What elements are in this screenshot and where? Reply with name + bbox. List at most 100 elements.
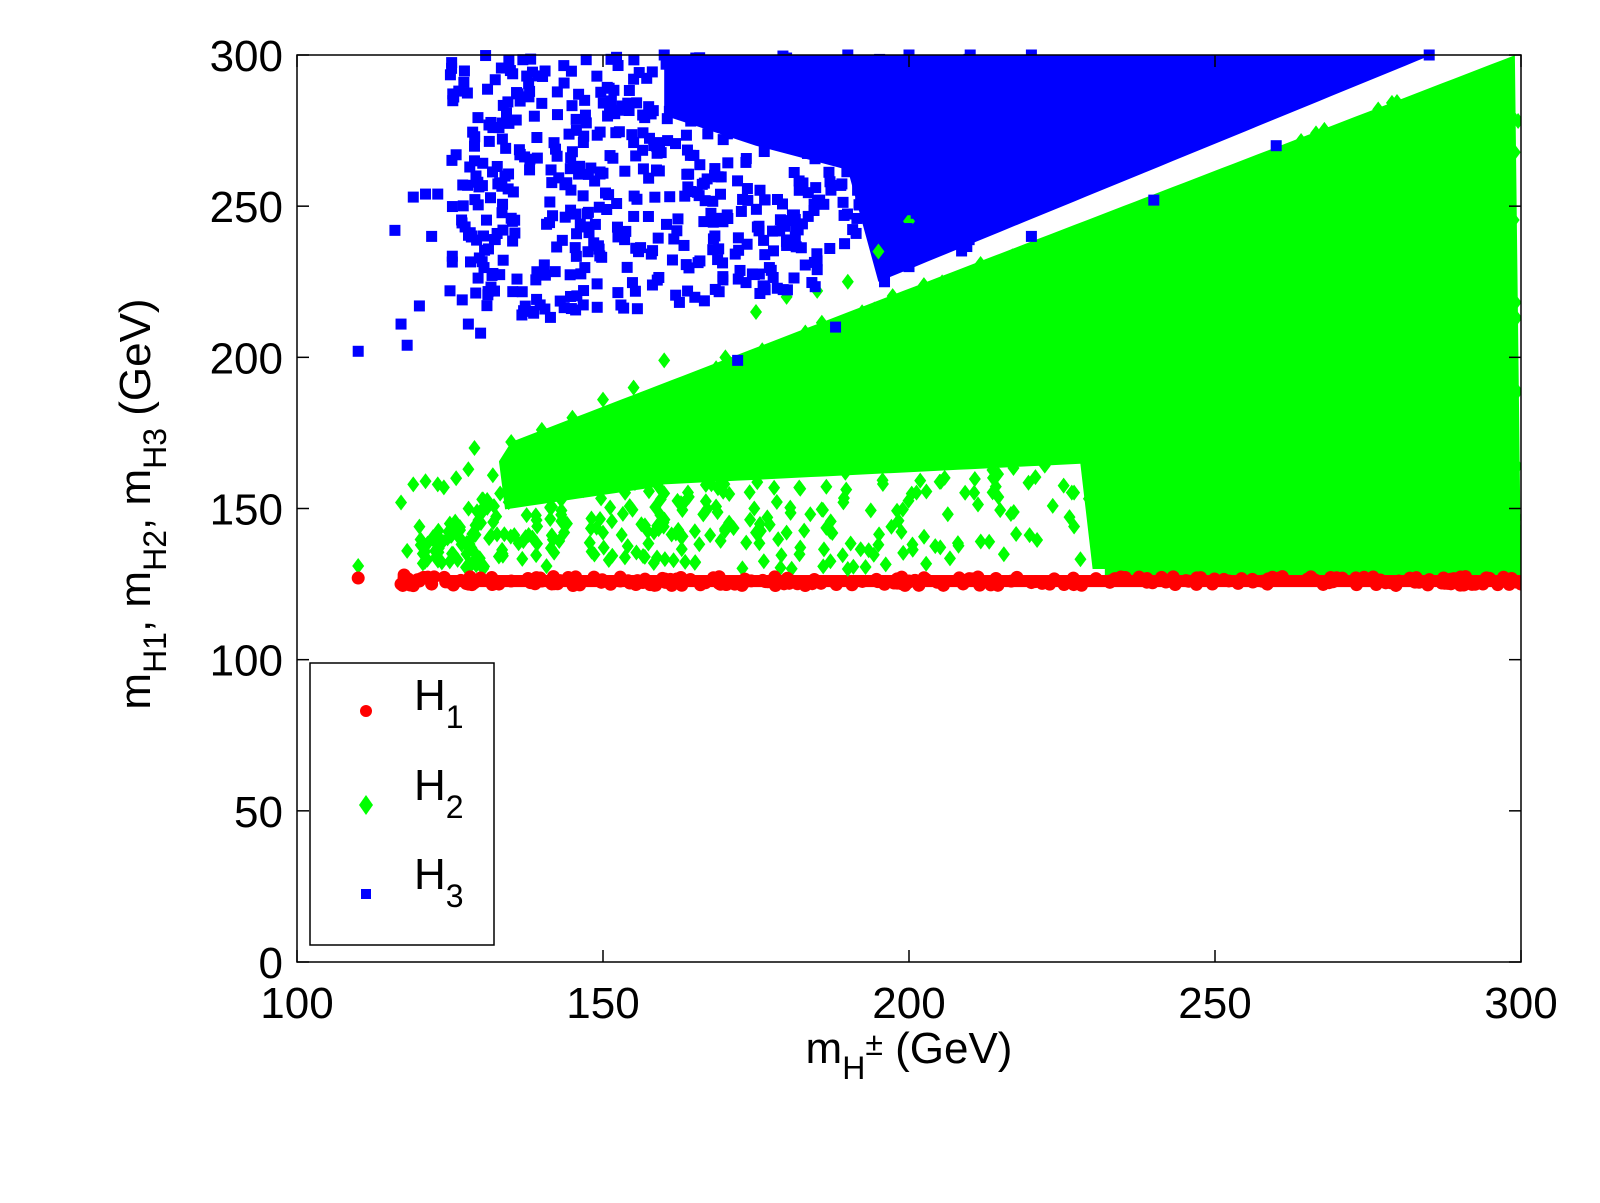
h3-point — [577, 137, 589, 149]
h3-point — [792, 67, 804, 79]
h3-point — [781, 52, 793, 64]
h2-point — [1405, 372, 1418, 389]
h2-point — [1189, 441, 1202, 458]
h2-point — [594, 417, 607, 434]
h2-point — [669, 436, 682, 453]
h2-point — [1108, 503, 1121, 520]
h3-point — [919, 62, 931, 74]
h3-point — [565, 152, 577, 164]
h2-point — [874, 364, 887, 381]
h3-point — [903, 261, 915, 273]
h2-point — [837, 360, 850, 377]
h2-point — [1074, 551, 1087, 568]
h3-point — [623, 105, 635, 117]
h2-point — [1054, 269, 1067, 286]
axis-ticks — [296, 54, 1522, 963]
h2-point — [416, 545, 429, 562]
h3-point — [524, 164, 536, 176]
h3-point — [899, 204, 911, 216]
h3-point — [643, 132, 655, 144]
h2-point — [1110, 550, 1123, 567]
h2-point — [1468, 141, 1481, 158]
h3-point — [758, 146, 770, 158]
h3-point — [575, 268, 587, 280]
h2-point — [544, 499, 557, 516]
h3-point — [956, 190, 968, 202]
h3-point — [565, 204, 577, 216]
h2-point — [1295, 132, 1308, 149]
h2-point — [1201, 496, 1214, 513]
h2-point — [744, 511, 757, 528]
h2-point — [1132, 312, 1145, 329]
h2-point — [1182, 347, 1195, 364]
h3-point — [570, 124, 582, 136]
h3-point — [480, 214, 492, 226]
y-axis-label-suffix: (GeV) — [111, 298, 160, 428]
h2-point — [1174, 285, 1187, 302]
h1-point — [1514, 577, 1521, 591]
h2-point — [1428, 307, 1441, 324]
h3-point — [413, 300, 425, 312]
h3-point — [563, 128, 575, 140]
h3-point — [685, 186, 697, 198]
h3-point — [472, 112, 484, 124]
h2-point — [1082, 387, 1095, 404]
h2-point — [1172, 340, 1185, 357]
h3-point — [497, 198, 509, 210]
h2-point — [1234, 369, 1247, 386]
h3-point — [446, 62, 458, 74]
h2-point — [997, 546, 1010, 563]
h2-point — [567, 479, 580, 496]
h3-point — [815, 119, 827, 131]
h3-point — [464, 256, 476, 268]
h2-point — [1297, 530, 1310, 547]
h3-point — [446, 256, 458, 268]
h2-point — [544, 540, 557, 557]
h2-point — [1504, 106, 1517, 123]
h2-point — [838, 420, 851, 437]
h3-point — [729, 248, 741, 260]
h2-point — [723, 485, 736, 502]
h2-point — [1318, 121, 1331, 138]
h3-point — [735, 205, 747, 217]
h3-point — [758, 234, 770, 246]
h3-point — [851, 212, 863, 224]
h1-point — [1491, 578, 1505, 592]
h2-point — [1147, 319, 1160, 336]
h2-point — [1057, 477, 1070, 494]
h2-point — [1176, 418, 1189, 435]
h2-point — [900, 423, 913, 440]
h3-point — [475, 327, 487, 339]
x-tick-label: 250 — [1178, 979, 1251, 1028]
h2-point — [920, 555, 933, 572]
h2-point — [913, 362, 926, 379]
h3-point — [503, 168, 515, 180]
h3-point — [682, 66, 694, 78]
h2-point — [502, 494, 515, 511]
h2-point — [764, 446, 777, 463]
h3-point — [558, 302, 570, 314]
h2-point — [732, 400, 745, 417]
h3-point — [502, 183, 514, 195]
h3-point — [797, 177, 809, 189]
h2-point — [1063, 249, 1076, 266]
h2-point — [628, 463, 641, 480]
h3-point — [925, 232, 937, 244]
h3-point — [810, 182, 822, 194]
h2-point — [1461, 149, 1474, 166]
h2-point — [952, 537, 965, 554]
legend-label-h2-base: H — [414, 761, 446, 810]
h2-point — [1125, 369, 1138, 386]
h2-point — [836, 547, 849, 564]
h2-point — [1334, 221, 1347, 238]
h2-point — [563, 449, 576, 466]
h3-point — [959, 168, 971, 180]
h2-point — [748, 500, 761, 517]
h3-point — [579, 262, 591, 274]
h3-point — [621, 261, 633, 273]
h2-point — [1352, 358, 1365, 375]
h2-point — [1280, 425, 1293, 442]
h2-point — [1021, 332, 1034, 349]
h2-point — [688, 554, 701, 571]
h2-point — [1324, 282, 1337, 299]
